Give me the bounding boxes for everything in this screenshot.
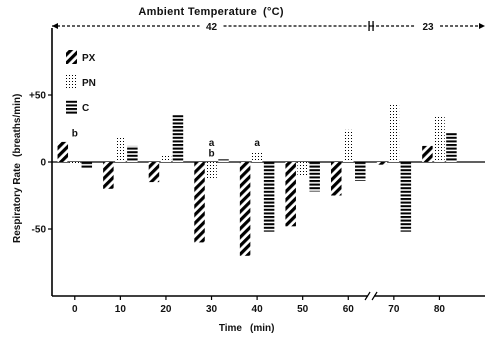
bar-px-70 xyxy=(376,162,388,165)
bar-pn-20 xyxy=(160,155,172,162)
x-tick-label: 80 xyxy=(434,304,446,315)
legend-swatch-px xyxy=(66,50,77,64)
y-tick-label: 0 xyxy=(40,158,46,169)
axes: +50 0 -50 0 10 20 30 40 50 60 70 80 xyxy=(29,28,485,315)
temp-segment-arrow xyxy=(52,23,58,29)
chart-title: Ambient Temperature xyxy=(138,6,257,18)
temp-segment-label: 42 xyxy=(206,22,218,33)
bar-pn-50 xyxy=(297,162,308,176)
legend-swatch-pn xyxy=(66,75,77,89)
y-tick-label: -50 xyxy=(32,225,47,236)
x-axis-break-mark xyxy=(371,291,378,301)
bar-pn-80 xyxy=(434,115,445,162)
temp-segment-label: 23 xyxy=(422,22,434,33)
y-axis-label: Respiratory Rate xyxy=(12,163,23,243)
x-axis-label: Time xyxy=(219,323,243,334)
legend-label-c: C xyxy=(82,103,89,114)
legend: PX PN C xyxy=(66,50,96,114)
bar-c-0 xyxy=(81,162,93,169)
bar-c-70 xyxy=(400,162,412,232)
x-tick-label: 70 xyxy=(388,304,400,315)
x-tick-label: 0 xyxy=(72,304,78,315)
chart-title-unit: (°C) xyxy=(263,6,284,18)
x-tick-label: 60 xyxy=(343,304,355,315)
annotation-label: b xyxy=(208,149,214,160)
x-tick-label: 30 xyxy=(206,304,218,315)
bar-c-30 xyxy=(218,159,229,162)
bar-px-0 xyxy=(57,141,69,162)
bar-pn-60 xyxy=(343,129,354,162)
bar-px-60 xyxy=(331,162,342,196)
bar-pn-30 xyxy=(206,162,217,179)
bar-c-60 xyxy=(355,162,366,181)
bar-pn-40 xyxy=(251,151,263,162)
x-axis-break-mark xyxy=(364,291,371,301)
bar-c-80 xyxy=(446,132,457,162)
legend-label-px: PX xyxy=(82,53,96,64)
bar-px-40 xyxy=(239,162,251,256)
bar-pn-70 xyxy=(388,103,400,162)
bar-c-40 xyxy=(263,162,275,232)
x-axis-label-unit: (min) xyxy=(250,323,274,334)
x-tick-label: 50 xyxy=(297,304,309,315)
x-tick-label: 20 xyxy=(160,304,172,315)
y-axis-label-unit: (breaths/min) xyxy=(12,94,23,157)
bar-px-30 xyxy=(194,162,205,243)
bar-px-20 xyxy=(148,162,160,183)
annotation-label: b xyxy=(72,129,78,140)
legend-label-pn: PN xyxy=(82,78,96,89)
legend-swatch-c xyxy=(66,100,77,114)
annotation-label: a xyxy=(209,138,215,149)
bar-c-20 xyxy=(172,115,184,162)
bar-px-80 xyxy=(422,145,433,162)
bar-pn-10 xyxy=(115,137,126,162)
x-tick-label: 40 xyxy=(252,304,264,315)
bar-px-10 xyxy=(103,162,114,189)
bar-c-10 xyxy=(127,145,138,162)
bar-px-50 xyxy=(285,162,296,227)
bars xyxy=(57,103,457,256)
temp-segment-arrow xyxy=(479,23,485,29)
bar-c-50 xyxy=(309,162,320,192)
annotation-label: a xyxy=(254,138,260,149)
temperature-segments: 42 23 xyxy=(52,21,485,33)
y-tick-label: +50 xyxy=(29,91,46,102)
x-tick-label: 10 xyxy=(115,304,127,315)
bar-pn-0 xyxy=(69,162,81,165)
